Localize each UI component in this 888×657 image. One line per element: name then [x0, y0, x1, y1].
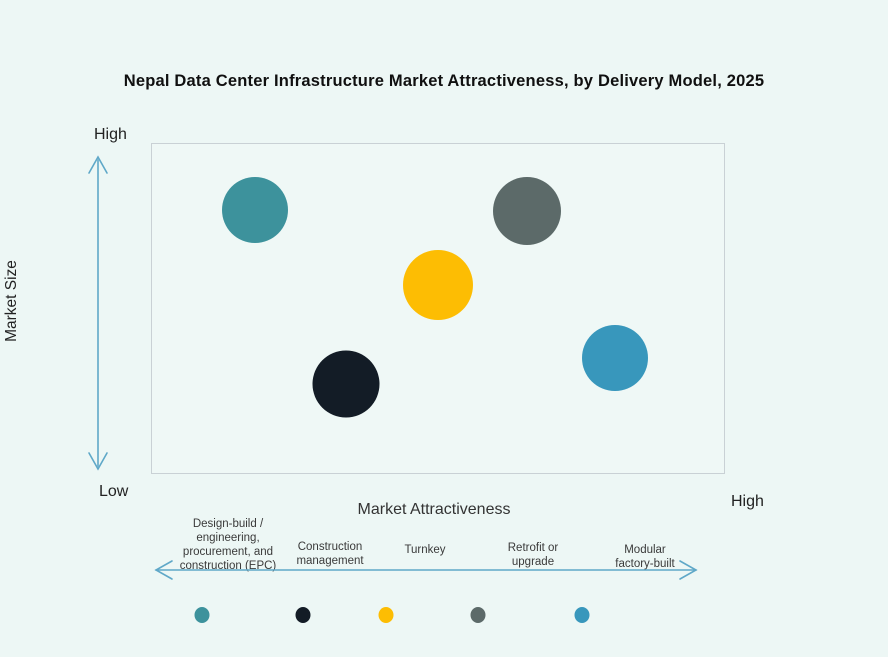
- x-axis-high-label: High: [731, 493, 764, 510]
- y-axis-low-label: Low: [99, 483, 129, 500]
- bubble-design-build-epc: [221, 176, 288, 243]
- legend-dot-construction-management: [295, 607, 311, 623]
- legend-dot-retrofit-or-upgrade: [470, 607, 486, 623]
- y-axis-arrow-icon: [88, 155, 108, 471]
- y-axis-high-label: High: [94, 126, 127, 143]
- plot-area: [151, 143, 725, 474]
- legend-label-construction-management: Construction management: [296, 541, 364, 567]
- x-axis-title-text: Market Attractiveness: [357, 501, 511, 518]
- bubble-modular-factory-built: [582, 324, 649, 391]
- legend-label-design-build-epc: Design-build / engineering, procurement,…: [179, 518, 277, 572]
- chart-title: Nepal Data Center Infrastructure Market …: [123, 72, 765, 90]
- legend-label-modular-factory-built: Modular factory-built: [615, 544, 675, 570]
- y-axis-title: Market Size: [3, 260, 20, 342]
- legend-dot-turnkey: [378, 607, 394, 623]
- bubble-construction-management: [312, 350, 380, 418]
- x-axis-arrow-icon: [154, 560, 698, 580]
- legend-label-turnkey: Turnkey: [404, 544, 446, 556]
- bubble-turnkey: [403, 250, 473, 321]
- x-axis-title: Market Attractiveness: [0, 501, 888, 519]
- legend-label-retrofit-or-upgrade: Retrofit or upgrade: [507, 542, 559, 568]
- legend-dot-design-build-epc: [194, 607, 210, 623]
- legend-dot-modular-factory-built: [574, 607, 590, 623]
- bubble-retrofit-or-upgrade: [492, 177, 561, 246]
